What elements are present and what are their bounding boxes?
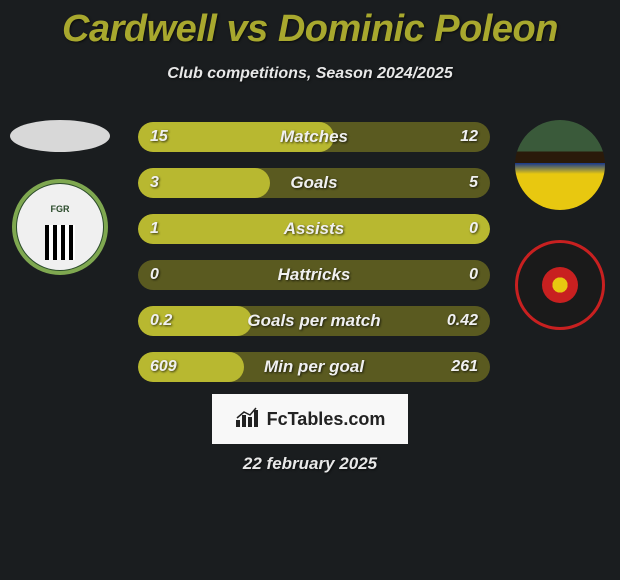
stat-label: Assists: [284, 219, 344, 239]
stat-row: 1 Assists 0: [138, 214, 490, 244]
right-player-column: [510, 120, 610, 330]
stat-value-right: 5: [469, 174, 478, 192]
left-player-column: [10, 120, 110, 272]
club-logo-right: [515, 240, 605, 330]
stat-label: Min per goal: [264, 357, 364, 377]
stat-label: Goals per match: [247, 311, 380, 331]
stat-label: Hattricks: [278, 265, 351, 285]
stat-value-left: 3: [150, 174, 159, 192]
stat-row: 3 Goals 5: [138, 168, 490, 198]
stat-value-left: 0.2: [150, 312, 172, 330]
stat-value-left: 609: [150, 358, 177, 376]
stats-container: 15 Matches 12 3 Goals 5 1 Assists 0 0 Hattricks 0 0.…: [138, 122, 490, 398]
stat-value-left: 0: [150, 266, 159, 284]
player-photo-right: [515, 120, 605, 210]
chart-icon: [235, 406, 261, 433]
branding-text: FcTables.com: [267, 409, 386, 430]
stat-value-right: 0: [469, 266, 478, 284]
stat-value-right: 261: [451, 358, 478, 376]
stat-value-right: 12: [460, 128, 478, 146]
stat-row: 0.2 Goals per match 0.42: [138, 306, 490, 336]
stat-row: 15 Matches 12: [138, 122, 490, 152]
stat-row: 609 Min per goal 261: [138, 352, 490, 382]
branding-box: FcTables.com: [212, 394, 408, 444]
stat-value-right: 0.42: [447, 312, 478, 330]
stat-row: 0 Hattricks 0: [138, 260, 490, 290]
club-logo-left: [15, 182, 105, 272]
date-label: 22 february 2025: [243, 454, 377, 474]
stat-value-left: 15: [150, 128, 168, 146]
stat-label: Goals: [290, 173, 337, 193]
stat-label: Matches: [280, 127, 348, 147]
player-photo-left: [10, 120, 110, 152]
stat-value-right: 0: [469, 220, 478, 238]
subtitle: Club competitions, Season 2024/2025: [0, 65, 620, 83]
page-title: Cardwell vs Dominic Poleon: [0, 0, 620, 51]
stat-value-left: 1: [150, 220, 159, 238]
